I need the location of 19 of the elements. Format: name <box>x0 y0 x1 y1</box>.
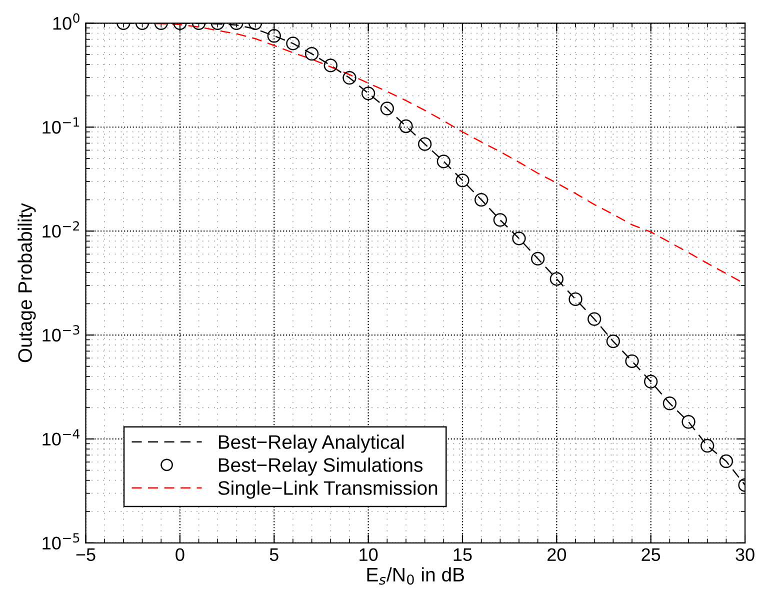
y-axis-title: Outage Probability <box>18 203 36 362</box>
x-tick-label: 10 <box>360 548 378 562</box>
legend-label: Single−Link Transmission <box>218 480 438 499</box>
x-tick-label: 30 <box>736 548 754 562</box>
x-axis-title: E$_{s}$/N$_{0}$ in dB <box>367 567 464 585</box>
x-tick-label: 0 <box>176 548 184 562</box>
y-tick-label: 10$^{−1}$ <box>42 117 80 134</box>
y-tick-label: 10$^{−5}$ <box>42 533 80 550</box>
x-tick-label: 25 <box>642 548 660 562</box>
y-tick-label: 10$^{0}$ <box>53 13 80 30</box>
y-tick-label: 10$^{−3}$ <box>42 325 80 342</box>
x-tick-label: 15 <box>454 548 472 562</box>
y-tick-label: 10$^{−4}$ <box>42 429 80 446</box>
y-tick-label: 10$^{−2}$ <box>42 221 79 238</box>
x-tick-label: 5 <box>270 548 278 562</box>
x-tick-label: −5 <box>76 548 96 562</box>
legend-label: Best−Relay Analytical <box>218 434 404 453</box>
x-tick-label: 20 <box>548 548 566 562</box>
legend-label: Best−Relay Simulations <box>218 458 423 476</box>
